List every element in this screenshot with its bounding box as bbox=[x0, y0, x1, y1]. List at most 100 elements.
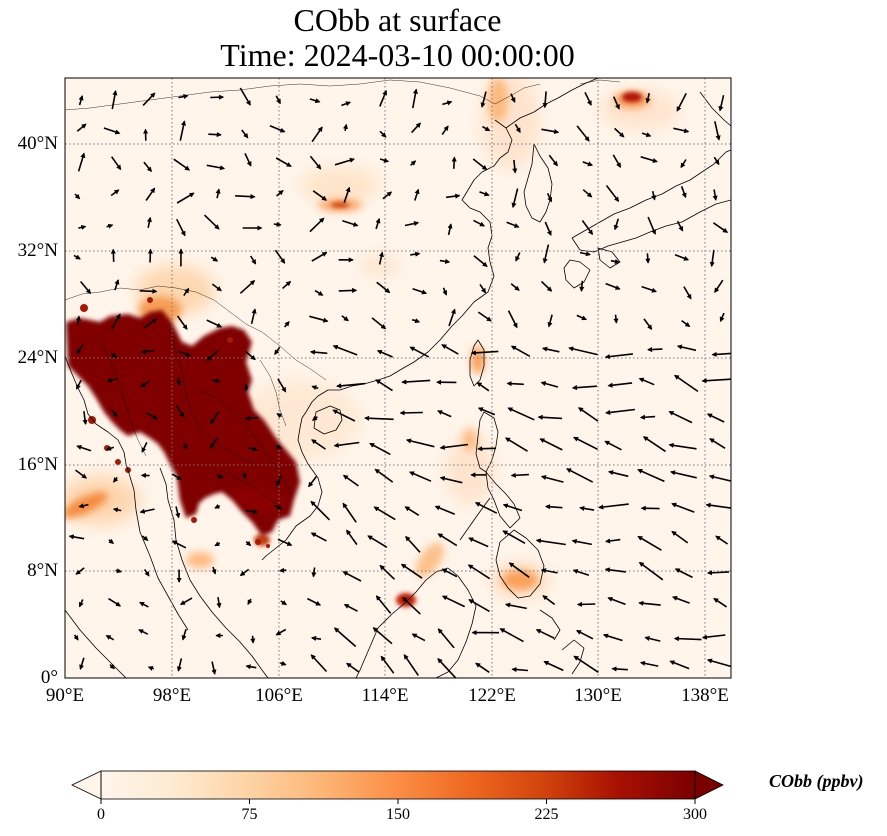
wind-arrow bbox=[613, 218, 620, 231]
wind-arrow bbox=[467, 564, 491, 580]
wind-arrow bbox=[243, 383, 249, 392]
wind-arrow bbox=[371, 317, 387, 330]
wind-arrow bbox=[605, 282, 621, 290]
wind-arrow bbox=[713, 156, 720, 166]
wind-arrow bbox=[506, 381, 524, 387]
wind-arrow bbox=[247, 598, 253, 605]
wind-arrow bbox=[582, 161, 594, 167]
wind-arrow bbox=[504, 602, 527, 610]
wind-arrow bbox=[276, 190, 284, 197]
wind-arrow bbox=[211, 661, 217, 675]
colorbar-tick-300: 300 bbox=[683, 806, 707, 823]
wind-arrow bbox=[275, 444, 283, 450]
wind-arrow bbox=[437, 410, 452, 418]
wind-arrow bbox=[584, 91, 592, 106]
wind-arrow bbox=[547, 314, 553, 328]
wind-arrow bbox=[364, 415, 394, 421]
wind-arrow bbox=[605, 185, 620, 203]
wind-arrow bbox=[645, 93, 651, 104]
wind-arrow bbox=[715, 535, 729, 545]
wind-arrow bbox=[379, 564, 396, 580]
wind-arrow bbox=[143, 568, 150, 577]
colorbar-max-extension bbox=[694, 770, 724, 800]
wind-arrow bbox=[179, 120, 187, 141]
wind-arrow bbox=[411, 633, 426, 642]
wind-arrow bbox=[502, 530, 526, 544]
wind-arrow bbox=[473, 219, 486, 227]
wind-arrow bbox=[179, 597, 193, 606]
wind-arrow bbox=[76, 123, 87, 132]
wind-arrow bbox=[343, 186, 351, 203]
wind-arrow bbox=[367, 535, 388, 548]
wind-arrow bbox=[542, 244, 550, 264]
wind-arrow bbox=[405, 438, 435, 448]
wind-arrow bbox=[307, 597, 322, 606]
wind-arrow bbox=[670, 470, 697, 479]
wind-arrow bbox=[434, 505, 456, 516]
wind-arrow bbox=[448, 308, 456, 327]
wind-arrow bbox=[637, 535, 662, 551]
wind-arrow bbox=[676, 220, 684, 232]
wind-arrow bbox=[314, 289, 324, 296]
wind-arrow bbox=[376, 281, 391, 294]
wind-arrow bbox=[241, 472, 247, 480]
wind-arrow bbox=[106, 223, 114, 229]
wind-arrow bbox=[604, 567, 626, 573]
wind-arrow bbox=[68, 534, 85, 540]
wind-arrow bbox=[176, 192, 195, 204]
wind-arrow bbox=[111, 313, 121, 330]
wind-arrow bbox=[382, 191, 393, 200]
wind-arrow bbox=[274, 249, 286, 264]
wind-arrow bbox=[341, 315, 349, 322]
wind-arrow bbox=[244, 350, 256, 361]
wind-arrow bbox=[138, 629, 149, 635]
wind-arrow bbox=[143, 318, 158, 329]
wind-arrow bbox=[405, 535, 421, 553]
wind-arrow bbox=[680, 186, 687, 199]
wind-arrow bbox=[309, 155, 322, 170]
wind-arrow bbox=[410, 160, 417, 166]
wind-arrow bbox=[644, 635, 661, 642]
wind-arrow bbox=[642, 436, 666, 453]
wind-arrow bbox=[269, 125, 286, 133]
wind-arrow bbox=[275, 628, 287, 636]
wind-arrow bbox=[311, 126, 323, 143]
wind-arrow bbox=[468, 537, 489, 548]
wind-arrow bbox=[75, 567, 85, 575]
wind-arrow bbox=[309, 315, 329, 323]
wind-arrow bbox=[280, 600, 287, 606]
wind-arrow bbox=[311, 385, 319, 391]
title-line-1: CObb at surface bbox=[293, 2, 502, 38]
wind-arrow bbox=[638, 377, 655, 386]
lon-tick-114e: 114°E bbox=[361, 685, 409, 706]
wind-arrow bbox=[379, 89, 388, 107]
wind-arrow bbox=[548, 154, 558, 167]
wind-arrow bbox=[142, 92, 156, 106]
wind-arrow bbox=[73, 254, 81, 260]
wind-arrow bbox=[171, 473, 182, 481]
wind-arrow bbox=[175, 218, 186, 237]
lat-tick-8n: 8°N bbox=[27, 560, 58, 581]
wind-arrow bbox=[277, 538, 293, 546]
wind-arrow bbox=[143, 161, 152, 173]
wind-arrow bbox=[613, 314, 619, 324]
colorbar-tick-75: 75 bbox=[241, 806, 258, 823]
wind-arrow bbox=[183, 287, 190, 297]
wind-arrow bbox=[647, 216, 656, 235]
wind-arrow bbox=[333, 441, 360, 448]
lon-tick-98e: 98°E bbox=[152, 685, 192, 706]
wind-arrow bbox=[676, 93, 687, 112]
wind-arrow bbox=[380, 655, 395, 674]
wind-arrow bbox=[475, 662, 490, 673]
wind-arrow bbox=[714, 279, 724, 294]
wind-arrow bbox=[106, 377, 118, 383]
wind-arrow bbox=[78, 224, 87, 230]
wind-arrow bbox=[510, 283, 520, 291]
wind-arrow bbox=[275, 95, 281, 105]
wind-arrow bbox=[78, 599, 84, 608]
wind-arrow bbox=[239, 280, 256, 294]
wind-arrow bbox=[579, 505, 595, 511]
wind-arrow bbox=[712, 189, 718, 201]
wind-arrow bbox=[404, 221, 420, 227]
wind-arrow bbox=[279, 660, 287, 666]
